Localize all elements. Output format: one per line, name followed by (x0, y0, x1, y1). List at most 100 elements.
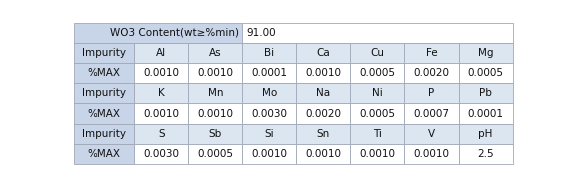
Text: Impurity: Impurity (82, 48, 126, 58)
Bar (296, 83, 351, 103)
Bar (188, 124, 243, 144)
Text: Ti: Ti (373, 129, 382, 139)
Bar (243, 63, 296, 83)
Text: 0.0005: 0.0005 (197, 149, 233, 159)
Bar (188, 63, 243, 83)
Bar (134, 63, 188, 83)
Text: 0.0010: 0.0010 (414, 149, 450, 159)
Text: S: S (158, 129, 165, 139)
Text: Mg: Mg (478, 48, 493, 58)
Text: 91.00: 91.00 (246, 28, 276, 38)
Bar (404, 124, 459, 144)
Text: 0.0005: 0.0005 (467, 68, 503, 78)
Bar (351, 144, 404, 164)
Text: Pb: Pb (479, 88, 492, 98)
Text: As: As (209, 48, 222, 58)
Text: Sn: Sn (317, 129, 330, 139)
Bar (351, 103, 404, 124)
Bar (134, 103, 188, 124)
Text: K: K (158, 88, 165, 98)
Bar (188, 43, 243, 63)
Bar (188, 103, 243, 124)
Bar (459, 83, 513, 103)
Bar (74, 144, 134, 164)
Bar (404, 103, 459, 124)
Text: 0.0030: 0.0030 (144, 149, 179, 159)
Bar (296, 43, 351, 63)
Bar (459, 144, 513, 164)
Bar (459, 43, 513, 63)
Bar (243, 144, 296, 164)
Text: Si: Si (265, 129, 274, 139)
Text: Impurity: Impurity (82, 129, 126, 139)
Bar (74, 43, 134, 63)
Text: 0.0020: 0.0020 (414, 68, 450, 78)
Bar (459, 124, 513, 144)
Text: 0.0010: 0.0010 (305, 68, 341, 78)
Bar (243, 43, 296, 63)
Text: 0.0030: 0.0030 (251, 109, 287, 119)
Text: 0.0020: 0.0020 (305, 109, 341, 119)
Bar (404, 83, 459, 103)
Bar (404, 144, 459, 164)
Text: 0.0010: 0.0010 (197, 109, 233, 119)
Bar (134, 43, 188, 63)
Text: 0.0010: 0.0010 (359, 149, 395, 159)
Text: P: P (428, 88, 435, 98)
Text: Bi: Bi (264, 48, 275, 58)
Bar (134, 83, 188, 103)
Text: 0.0005: 0.0005 (359, 68, 395, 78)
Text: WO3 Content(wt≥%min): WO3 Content(wt≥%min) (110, 28, 239, 38)
Text: Fe: Fe (426, 48, 438, 58)
Text: Cu: Cu (371, 48, 384, 58)
Text: V: V (428, 129, 435, 139)
Bar (351, 124, 404, 144)
Bar (351, 63, 404, 83)
Bar (459, 63, 513, 83)
Text: %MAX: %MAX (88, 149, 121, 159)
Bar (459, 103, 513, 124)
Bar (243, 23, 513, 43)
Bar (351, 43, 404, 63)
Bar (74, 124, 134, 144)
Text: Mn: Mn (208, 88, 223, 98)
Bar (296, 144, 351, 164)
Text: Mo: Mo (262, 88, 277, 98)
Bar (134, 144, 188, 164)
Text: Al: Al (156, 48, 166, 58)
Bar (74, 103, 134, 124)
Text: 0.0010: 0.0010 (197, 68, 233, 78)
Bar (74, 83, 134, 103)
Text: 0.0010: 0.0010 (251, 149, 287, 159)
Bar (243, 83, 296, 103)
Text: 0.0010: 0.0010 (144, 68, 179, 78)
Bar (351, 83, 404, 103)
Bar (74, 63, 134, 83)
Bar (404, 43, 459, 63)
Bar (74, 23, 243, 43)
Bar (296, 103, 351, 124)
Bar (243, 103, 296, 124)
Text: 0.0001: 0.0001 (251, 68, 287, 78)
Bar (404, 63, 459, 83)
Text: 0.0010: 0.0010 (305, 149, 341, 159)
Text: pH: pH (478, 129, 492, 139)
Text: Ca: Ca (316, 48, 330, 58)
Text: %MAX: %MAX (88, 109, 121, 119)
Text: Na: Na (316, 88, 331, 98)
Bar (134, 124, 188, 144)
Text: Impurity: Impurity (82, 88, 126, 98)
Bar (188, 144, 243, 164)
Bar (296, 63, 351, 83)
Bar (188, 83, 243, 103)
Text: 2.5: 2.5 (477, 149, 494, 159)
Text: 0.0001: 0.0001 (467, 109, 503, 119)
Bar (296, 124, 351, 144)
Bar (243, 124, 296, 144)
Text: Sb: Sb (209, 129, 222, 139)
Text: Ni: Ni (372, 88, 383, 98)
Text: 0.0010: 0.0010 (144, 109, 179, 119)
Text: 0.0005: 0.0005 (359, 109, 395, 119)
Text: %MAX: %MAX (88, 68, 121, 78)
Text: 0.0007: 0.0007 (414, 109, 450, 119)
